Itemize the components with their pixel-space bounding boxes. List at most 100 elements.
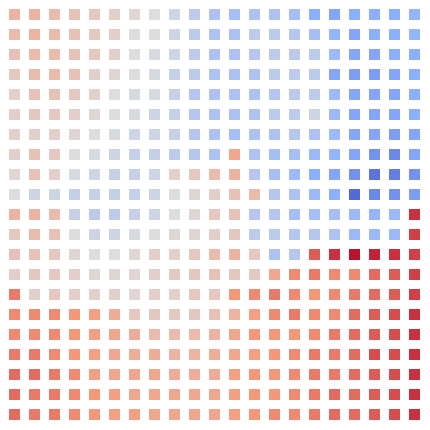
- heatmap-cell-r12-c15: [309, 249, 320, 260]
- heatmap-cell-r2-c3: [69, 49, 80, 60]
- heatmap-cell-r3-c1: [29, 69, 40, 80]
- heatmap-cell-r15-c3: [69, 309, 80, 320]
- heatmap-cell-r8-c8: [169, 169, 180, 180]
- heatmap-cell-r6-c9: [189, 129, 200, 140]
- heatmap-cell-r5-c1: [29, 109, 40, 120]
- heatmap-cell-r3-c4: [89, 69, 100, 80]
- heatmap-cell-r16-c14: [289, 329, 300, 340]
- heatmap-cell-r15-c19: [389, 309, 400, 320]
- heatmap-cell-r8-c7: [149, 169, 160, 180]
- heatmap-cell-r14-c15: [309, 289, 320, 300]
- heatmap-cell-r8-c10: [209, 169, 220, 180]
- heatmap-cell-r19-c3: [69, 389, 80, 400]
- heatmap-cell-r1-c18: [369, 29, 380, 40]
- heatmap-cell-r10-c14: [289, 209, 300, 220]
- heatmap-cell-r15-c10: [209, 309, 220, 320]
- heatmap-cell-r0-c5: [109, 9, 120, 20]
- heatmap-cell-r17-c16: [329, 349, 340, 360]
- heatmap-cell-r6-c8: [169, 129, 180, 140]
- heatmap-cell-r1-c20: [409, 29, 420, 40]
- heatmap-cell-r4-c16: [329, 89, 340, 100]
- heatmap-cell-r14-c11: [229, 289, 240, 300]
- heatmap-cell-r5-c17: [349, 109, 360, 120]
- heatmap-cell-r1-c10: [209, 29, 220, 40]
- heatmap-cell-r6-c0: [9, 129, 20, 140]
- heatmap-cell-r10-c12: [249, 209, 260, 220]
- heatmap-cell-r18-c18: [369, 369, 380, 380]
- heatmap-cell-r8-c1: [29, 169, 40, 180]
- heatmap-cell-r10-c11: [229, 209, 240, 220]
- heatmap-cell-r11-c11: [229, 229, 240, 240]
- heatmap-cell-r20-c11: [229, 409, 240, 420]
- heatmap-cell-r8-c9: [189, 169, 200, 180]
- heatmap-cell-r12-c7: [149, 249, 160, 260]
- heatmap-cell-r9-c16: [329, 189, 340, 200]
- heatmap-cell-r18-c14: [289, 369, 300, 380]
- heatmap-cell-r8-c11: [229, 169, 240, 180]
- heatmap-cell-r4-c3: [69, 89, 80, 100]
- heatmap-cell-r10-c5: [109, 209, 120, 220]
- heatmap-cell-r1-c6: [129, 29, 140, 40]
- heatmap-cell-r7-c0: [9, 149, 20, 160]
- heatmap-cell-r12-c14: [289, 249, 300, 260]
- heatmap-cell-r16-c19: [389, 329, 400, 340]
- heatmap-cell-r16-c18: [369, 329, 380, 340]
- heatmap-cell-r3-c20: [409, 69, 420, 80]
- heatmap-cell-r5-c2: [49, 109, 60, 120]
- heatmap-cell-r15-c17: [349, 309, 360, 320]
- heatmap-cell-r16-c15: [309, 329, 320, 340]
- heatmap-cell-r10-c20: [409, 209, 420, 220]
- heatmap-cell-r15-c14: [289, 309, 300, 320]
- heatmap-cell-r17-c15: [309, 349, 320, 360]
- heatmap-cell-r19-c11: [229, 389, 240, 400]
- heatmap-cell-r14-c19: [389, 289, 400, 300]
- heatmap-cell-r7-c2: [49, 149, 60, 160]
- heatmap-cell-r0-c15: [309, 9, 320, 20]
- heatmap-cell-r19-c2: [49, 389, 60, 400]
- heatmap-cell-r17-c19: [389, 349, 400, 360]
- heatmap-cell-r7-c3: [69, 149, 80, 160]
- heatmap-cell-r16-c4: [89, 329, 100, 340]
- heatmap-cell-r0-c10: [209, 9, 220, 20]
- heatmap-cell-r0-c12: [249, 9, 260, 20]
- heatmap-cell-r12-c17: [349, 249, 360, 260]
- heatmap-cell-r3-c7: [149, 69, 160, 80]
- heatmap-cell-r13-c16: [329, 269, 340, 280]
- heatmap-cell-r16-c6: [129, 329, 140, 340]
- heatmap-cell-r13-c13: [269, 269, 280, 280]
- heatmap-cell-r10-c13: [269, 209, 280, 220]
- heatmap-cell-r10-c2: [49, 209, 60, 220]
- heatmap-cell-r9-c8: [169, 189, 180, 200]
- heatmap-cell-r6-c16: [329, 129, 340, 140]
- heatmap-cell-r5-c12: [249, 109, 260, 120]
- heatmap-cell-r16-c16: [329, 329, 340, 340]
- heatmap-cell-r5-c15: [309, 109, 320, 120]
- heatmap-cell-r11-c7: [149, 229, 160, 240]
- heatmap-cell-r11-c18: [369, 229, 380, 240]
- heatmap-cell-r12-c11: [229, 249, 240, 260]
- heatmap-cell-r20-c9: [189, 409, 200, 420]
- heatmap-cell-r17-c13: [269, 349, 280, 360]
- heatmap-cell-r16-c11: [229, 329, 240, 340]
- heatmap-cell-r5-c10: [209, 109, 220, 120]
- heatmap-cell-r10-c10: [209, 209, 220, 220]
- heatmap-cell-r11-c17: [349, 229, 360, 240]
- heatmap-cell-r20-c19: [389, 409, 400, 420]
- heatmap-cell-r16-c3: [69, 329, 80, 340]
- heatmap-cell-r15-c18: [369, 309, 380, 320]
- heatmap-cell-r10-c17: [349, 209, 360, 220]
- heatmap-cell-r17-c18: [369, 349, 380, 360]
- heatmap-cell-r15-c9: [189, 309, 200, 320]
- heatmap-cell-r8-c6: [129, 169, 140, 180]
- heatmap-cell-r3-c19: [389, 69, 400, 80]
- heatmap-cell-r9-c15: [309, 189, 320, 200]
- heatmap-cell-r19-c19: [389, 389, 400, 400]
- heatmap-cell-r12-c19: [389, 249, 400, 260]
- heatmap-cell-r12-c2: [49, 249, 60, 260]
- heatmap-cell-r15-c16: [329, 309, 340, 320]
- heatmap-cell-r3-c17: [349, 69, 360, 80]
- heatmap-cell-r19-c5: [109, 389, 120, 400]
- heatmap-cell-r8-c17: [349, 169, 360, 180]
- heatmap-cell-r19-c1: [29, 389, 40, 400]
